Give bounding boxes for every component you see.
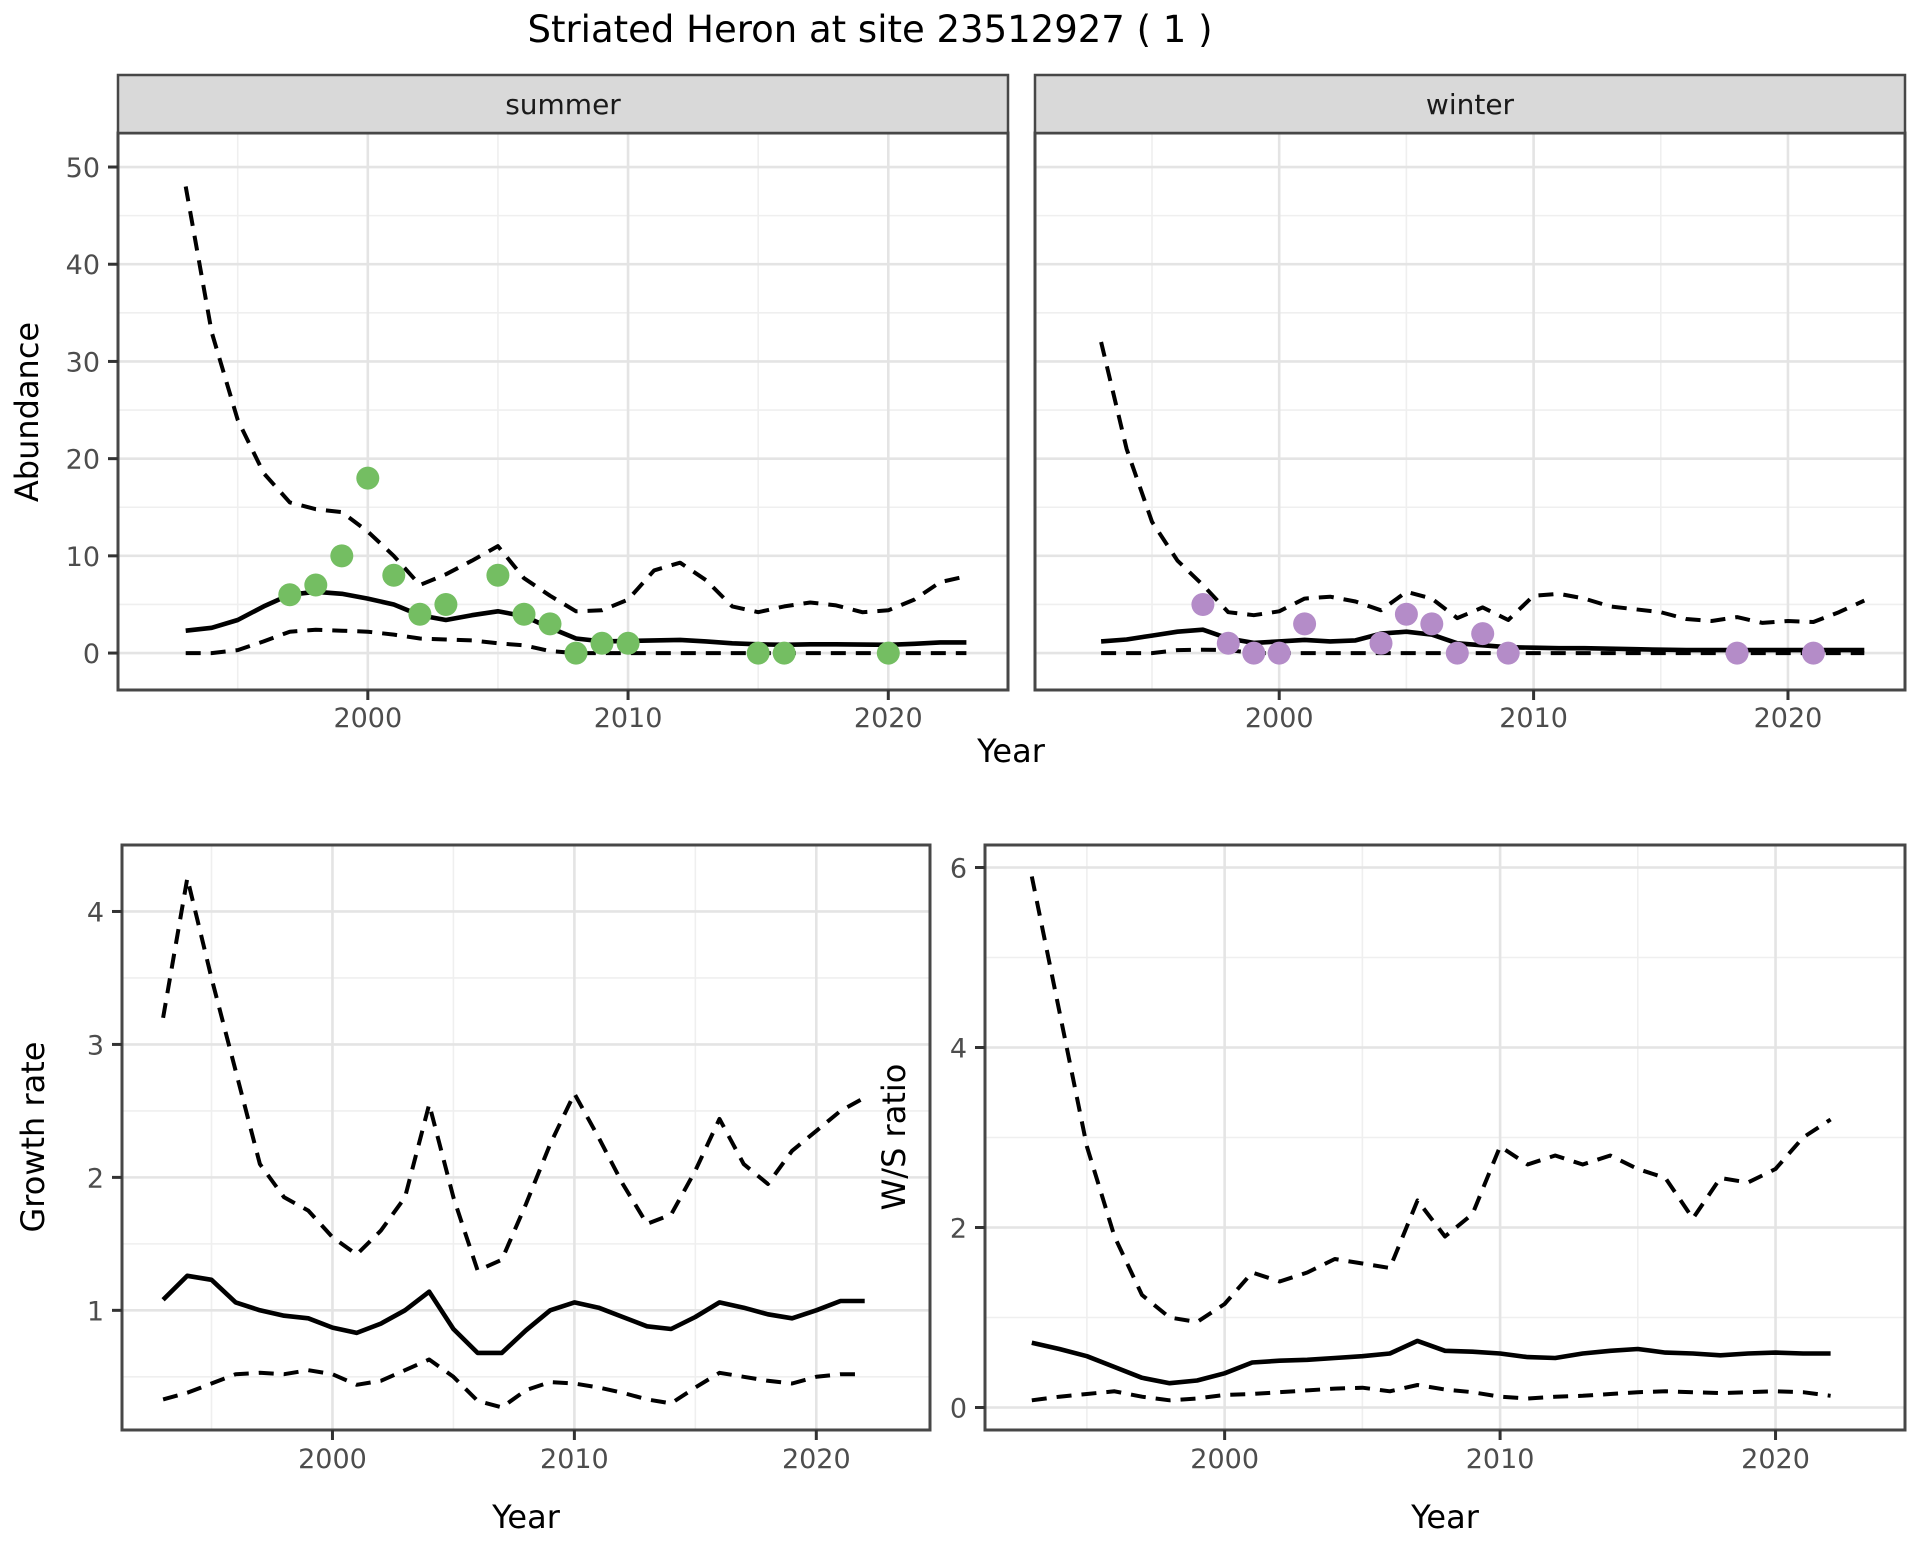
- winter-observation-point: [1267, 641, 1291, 665]
- summer-upper-ci-line: [183, 186, 967, 615]
- y-tick-label: 2: [950, 1214, 967, 1245]
- bottom-left-year-axis-label: Year: [491, 1498, 561, 1536]
- winter-panel: 2000 2010 2020: [1033, 131, 1907, 734]
- summer-panel: 2000 2010 2020 0 10 20 30 40 50: [66, 131, 1010, 734]
- summer-observation-point: [408, 602, 432, 626]
- winter-upper-ci-line: [1099, 341, 1866, 625]
- growth-median-line: [161, 1273, 865, 1356]
- growth-lower-ci-line: [162, 1357, 865, 1410]
- summer-observation-point: [382, 563, 406, 587]
- summer-panel-bg: [118, 133, 1008, 690]
- winter-observation-point: [1191, 593, 1215, 616]
- winter-observation-point: [1242, 641, 1266, 665]
- x-tick-label: 2000: [333, 703, 402, 734]
- y-tick-label: 0: [950, 1394, 967, 1425]
- y-tick-label: 3: [87, 1030, 104, 1061]
- ws_ratio-median-line: [1031, 1338, 1831, 1386]
- winter-panel-bg: [1035, 133, 1905, 690]
- y-tick-label: 20: [66, 445, 100, 476]
- y-tick-label: 4: [950, 1034, 967, 1065]
- summer-observation-point: [434, 593, 458, 616]
- winter-facet-label: winter: [1426, 88, 1515, 121]
- y-tick-label: 4: [87, 897, 104, 928]
- x-tick-label: 2010: [1466, 1444, 1535, 1475]
- winter-observation-point: [1496, 641, 1520, 665]
- winter-observation-point: [1369, 631, 1393, 655]
- winter-observation-point: [1420, 612, 1444, 636]
- winter-observation-point: [1471, 622, 1495, 646]
- ws_ratio-upper-ci-line: [1029, 876, 1832, 1324]
- x-tick-label: 2010: [540, 1444, 609, 1475]
- y-tick-label: 0: [83, 639, 100, 670]
- x-tick-label: 2020: [854, 703, 923, 734]
- summer-observation-point: [304, 573, 328, 597]
- winter-observation-point: [1293, 612, 1317, 636]
- summer-observation-point: [746, 641, 770, 665]
- growth-rate-axis-label: Growth rate: [14, 1042, 52, 1233]
- summer-observation-point: [590, 631, 614, 655]
- x-tick-label: 2010: [594, 703, 663, 734]
- y-tick-label: 30: [66, 347, 100, 378]
- summer-observation-point: [512, 602, 536, 626]
- ws_ratio-panel-border: [983, 843, 1907, 1432]
- bottom-right-year-axis-label: Year: [1410, 1498, 1480, 1536]
- facet-strips: summer winter: [116, 73, 1907, 135]
- x-tick-label: 2000: [1190, 1444, 1259, 1475]
- winter-observation-point: [1394, 602, 1418, 626]
- summer-observation-point: [772, 641, 796, 665]
- summer-observation-point: [876, 641, 900, 665]
- summer-facet-label: summer: [505, 88, 621, 121]
- winter-observation-point: [1725, 641, 1749, 665]
- x-tick-label: 2000: [298, 1444, 367, 1475]
- growth-upper-ci-line: [161, 876, 866, 1273]
- x-tick-label: 2020: [1754, 703, 1823, 734]
- y-tick-label: 2: [87, 1163, 104, 1194]
- y-tick-label: 50: [66, 153, 100, 184]
- top-year-axis-label: Year: [976, 732, 1046, 770]
- summer-observation-point: [330, 544, 354, 568]
- x-tick-label: 2000: [1245, 703, 1314, 734]
- growth-panel: 2000 2010 2020 1 2 3 4: [87, 843, 932, 1475]
- summer-observation-point: [564, 641, 588, 665]
- summer-lower-ci-line: [185, 627, 967, 656]
- x-tick-label: 2010: [1499, 703, 1568, 734]
- figure-title: Striated Heron at site 23512927 ( 1 ): [527, 8, 1212, 51]
- y-tick-label: 40: [66, 250, 100, 281]
- ws-ratio-axis-label: W/S ratio: [875, 1064, 913, 1211]
- x-tick-label: 2020: [782, 1444, 851, 1475]
- summer-observation-point: [278, 583, 302, 607]
- winter-observation-point: [1216, 631, 1240, 655]
- summer-observation-point: [538, 612, 562, 636]
- y-tick-label: 10: [66, 542, 100, 573]
- x-tick-label: 2020: [1741, 1444, 1810, 1475]
- summer-facet-strip: [116, 73, 1010, 135]
- ws_ratio-panel: 2000 2010 2020 0 2 4 6: [950, 843, 1907, 1475]
- abundance-axis-label: Abundance: [8, 322, 46, 502]
- winter-observation-point: [1445, 641, 1469, 665]
- y-tick-label: 1: [87, 1296, 104, 1327]
- winter-facet-strip: [1033, 73, 1907, 135]
- growth-panel-border: [120, 843, 932, 1432]
- summer-observation-point: [356, 466, 380, 490]
- summer-observation-point: [616, 631, 640, 655]
- y-tick-label: 6: [950, 854, 967, 885]
- summer-observation-point: [486, 563, 510, 587]
- ws_ratio-lower-ci-line: [1031, 1383, 1831, 1403]
- winter-observation-point: [1801, 641, 1825, 665]
